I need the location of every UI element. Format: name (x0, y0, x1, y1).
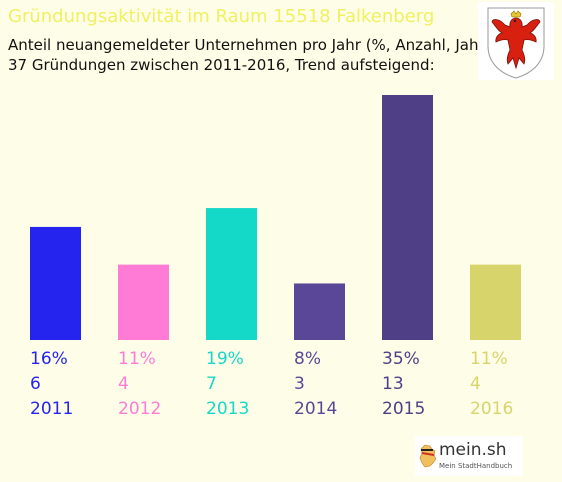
year-label-2011: 2011 (30, 399, 73, 419)
germany-map-icon (419, 444, 437, 468)
year-label-2012: 2012 (118, 399, 161, 419)
percent-label-2015: 35% (382, 349, 420, 369)
subtitle-line-2: 37 Gründungen zwischen 2011-2016, Trend … (8, 56, 435, 74)
percent-label-2011: 16% (30, 349, 68, 369)
count-label-2015: 13 (382, 374, 404, 394)
bar-2016 (470, 264, 521, 340)
year-label-2015: 2015 (382, 399, 425, 419)
percent-label-2016: 11% (470, 349, 508, 369)
count-label-2013: 7 (206, 374, 217, 394)
year-label-2014: 2014 (294, 399, 337, 419)
percent-label-2012: 11% (118, 349, 156, 369)
year-label-2016: 2016 (470, 399, 513, 419)
bar-2011 (30, 226, 81, 340)
coat-of-arms-icon (478, 2, 554, 80)
bar-2012 (118, 264, 169, 340)
year-label-2013: 2013 (206, 399, 249, 419)
count-label-2014: 3 (294, 374, 305, 394)
logo-main-text: mein.sh (439, 440, 507, 460)
chart-title: Gründungsaktivität im Raum 15518 Falkenb… (8, 6, 435, 27)
bar-2013 (206, 208, 257, 340)
bar-2014 (294, 283, 345, 340)
subtitle-line-1: Anteil neuangemeldeter Unternehmen pro J… (8, 36, 491, 54)
count-label-2012: 4 (118, 374, 129, 394)
percent-label-2013: 19% (206, 349, 244, 369)
chart-subtitle: Anteil neuangemeldeter Unternehmen pro J… (8, 35, 491, 75)
percent-label-2014: 8% (294, 349, 321, 369)
mein-sh-logo: mein.sh Mein StadtHandbuch (415, 436, 523, 476)
count-label-2011: 6 (30, 374, 41, 394)
logo-sub-text: Mein StadtHandbuch (439, 462, 513, 470)
bar-2015 (382, 95, 433, 340)
count-label-2016: 4 (470, 374, 481, 394)
